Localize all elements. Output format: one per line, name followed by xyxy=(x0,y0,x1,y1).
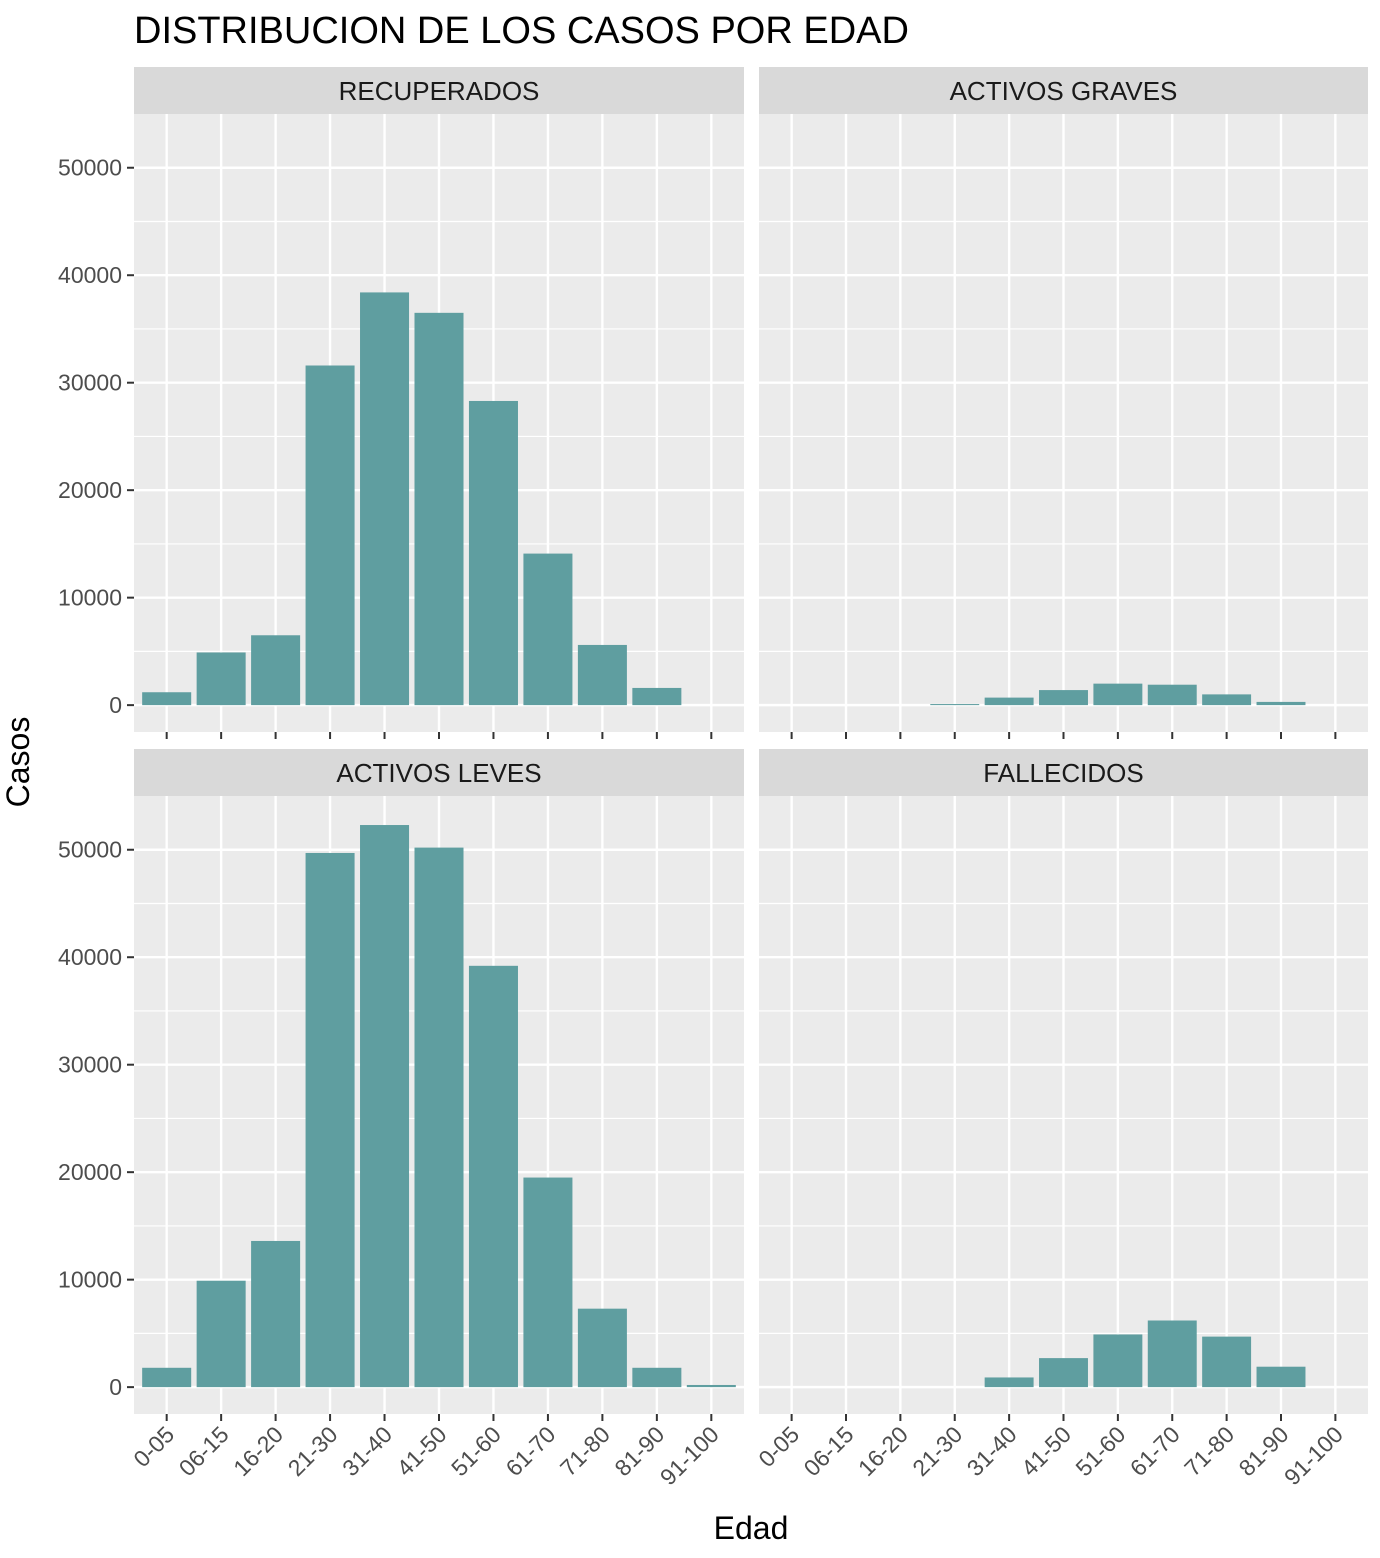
bar-81-90 xyxy=(632,1367,682,1388)
x-tick-label: 21-30 xyxy=(907,1421,967,1481)
panel-strip-label: ACTIVOS LEVES xyxy=(336,758,541,788)
y-tick-label: 40000 xyxy=(58,944,122,970)
panel-activos-graves: ACTIVOS GRAVES xyxy=(759,67,1368,732)
bar-61-70 xyxy=(523,553,573,706)
x-tick-label: 61-70 xyxy=(1125,1421,1185,1481)
bar-21-30 xyxy=(930,704,980,706)
panel-bars xyxy=(142,292,682,706)
bar-06-15 xyxy=(196,652,246,706)
bar-31-40 xyxy=(360,292,410,706)
y-tick-label: 50000 xyxy=(58,155,122,181)
panel-grid xyxy=(759,796,1368,1414)
bar-71-80 xyxy=(577,644,627,706)
bar-41-50 xyxy=(414,312,464,706)
panel-fallecidos: FALLECIDOS xyxy=(759,749,1368,1414)
panel-strip-label: ACTIVOS GRAVES xyxy=(950,76,1178,106)
x-tick-label: 41-50 xyxy=(392,1421,452,1481)
chart-title: DISTRIBUCION DE LOS CASOS POR EDAD xyxy=(134,10,909,52)
panel-grid xyxy=(759,114,1368,732)
bar-91-100 xyxy=(686,1384,736,1388)
y-axis-top: 0 10000 20000 30000 40000 50000 xyxy=(58,155,134,718)
x-tick-label: 31-40 xyxy=(962,1421,1022,1481)
x-axis-title: Edad xyxy=(714,1510,789,1546)
x-tick-label: 0-05 xyxy=(128,1421,179,1472)
x-tick-label: 21-30 xyxy=(283,1421,343,1481)
y-tick-label: 10000 xyxy=(58,1267,122,1293)
x-tick-label: 31-40 xyxy=(337,1421,397,1481)
bar-16-20 xyxy=(251,1240,301,1388)
bar-31-40 xyxy=(984,697,1034,706)
panel-recuperados: RECUPERADOS xyxy=(134,67,744,732)
bar-51-60 xyxy=(468,965,518,1388)
x-tick-label: 06-15 xyxy=(174,1421,234,1481)
bar-61-70 xyxy=(1147,684,1197,706)
bar-51-60 xyxy=(1093,1334,1143,1388)
bar-61-70 xyxy=(1147,1320,1197,1388)
strip-background xyxy=(759,67,1368,114)
y-tick-label: 50000 xyxy=(58,837,122,863)
bar-51-60 xyxy=(1093,683,1143,706)
y-axis-bottom: 0 10000 20000 30000 40000 50000 xyxy=(58,837,134,1400)
panel-bars xyxy=(984,1320,1306,1388)
bar-51-60 xyxy=(468,400,518,706)
x-tick-label: 16-20 xyxy=(853,1421,913,1481)
panel-strip-label: RECUPERADOS xyxy=(339,76,540,106)
x-tick-label: 41-50 xyxy=(1016,1421,1076,1481)
bar-21-30 xyxy=(305,365,355,706)
bar-61-70 xyxy=(523,1177,573,1388)
x-axis-right: 0-0506-1516-2021-3031-4041-5051-6061-707… xyxy=(753,1414,1348,1490)
bar-31-40 xyxy=(984,1377,1034,1388)
strip-background xyxy=(759,749,1368,796)
x-tick-label: 51-60 xyxy=(1070,1421,1130,1481)
x-tick-label: 51-60 xyxy=(446,1421,506,1481)
x-tick-label: 91-100 xyxy=(1279,1421,1348,1490)
panel-strip-label: FALLECIDOS xyxy=(983,758,1143,788)
panel-bars xyxy=(142,825,736,1388)
y-axis-title: Casos xyxy=(0,717,36,808)
x-tick-label: 16-20 xyxy=(228,1421,288,1481)
x-tick-label: 61-70 xyxy=(500,1421,560,1481)
bar-21-30 xyxy=(305,852,355,1388)
strip-background xyxy=(134,67,744,114)
y-tick-label: 30000 xyxy=(58,370,122,396)
x-tick-label: 71-80 xyxy=(1179,1421,1239,1481)
bar-81-90 xyxy=(1256,1366,1306,1388)
panel-activos-leves: ACTIVOS LEVES xyxy=(134,749,744,1414)
y-tick-label: 20000 xyxy=(58,1159,122,1185)
panel-bars xyxy=(930,683,1306,706)
x-tick-label: 91-100 xyxy=(655,1421,724,1490)
bar-41-50 xyxy=(414,847,464,1388)
bar-0-05 xyxy=(142,1367,192,1388)
bar-31-40 xyxy=(360,825,410,1388)
bar-71-80 xyxy=(1202,694,1252,706)
bar-71-80 xyxy=(577,1308,627,1388)
bar-06-15 xyxy=(196,1280,246,1388)
y-tick-label: 0 xyxy=(109,692,122,718)
bar-0-05 xyxy=(142,692,192,706)
y-tick-label: 0 xyxy=(109,1374,122,1400)
y-tick-label: 30000 xyxy=(58,1052,122,1078)
bar-16-20 xyxy=(251,635,301,706)
y-tick-label: 10000 xyxy=(58,585,122,611)
x-tick-label: 71-80 xyxy=(555,1421,615,1481)
bar-71-80 xyxy=(1202,1336,1252,1388)
y-tick-label: 40000 xyxy=(58,262,122,288)
x-tick-label: 06-15 xyxy=(799,1421,859,1481)
y-tick-label: 20000 xyxy=(58,477,122,503)
bar-81-90 xyxy=(1256,701,1306,706)
bar-81-90 xyxy=(632,687,682,706)
bar-41-50 xyxy=(1039,690,1088,706)
bar-41-50 xyxy=(1039,1358,1088,1388)
strip-background xyxy=(134,749,744,796)
x-tick-label: 0-05 xyxy=(753,1421,804,1472)
